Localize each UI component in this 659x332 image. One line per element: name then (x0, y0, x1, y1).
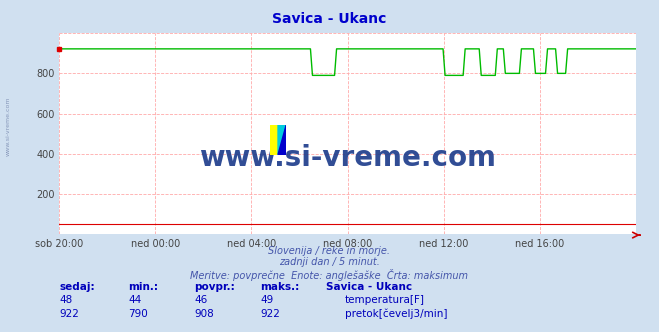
Text: 922: 922 (260, 309, 280, 319)
Text: www.si-vreme.com: www.si-vreme.com (5, 96, 11, 156)
Text: maks.:: maks.: (260, 282, 300, 292)
Text: 46: 46 (194, 295, 208, 305)
Text: sedaj:: sedaj: (59, 282, 95, 292)
Text: Slovenija / reke in morje.: Slovenija / reke in morje. (268, 246, 391, 256)
Text: Savica - Ukanc: Savica - Ukanc (326, 282, 413, 292)
Text: 49: 49 (260, 295, 273, 305)
Text: pretok[čevelj3/min]: pretok[čevelj3/min] (345, 309, 447, 319)
Text: Meritve: povprečne  Enote: anglešaške  Črta: maksimum: Meritve: povprečne Enote: anglešaške Črt… (190, 269, 469, 281)
Text: povpr.:: povpr.: (194, 282, 235, 292)
Text: temperatura[F]: temperatura[F] (345, 295, 424, 305)
Text: Savica - Ukanc: Savica - Ukanc (272, 12, 387, 26)
Text: min.:: min.: (129, 282, 159, 292)
Text: www.si-vreme.com: www.si-vreme.com (199, 144, 496, 172)
Text: 44: 44 (129, 295, 142, 305)
Polygon shape (278, 125, 286, 155)
Polygon shape (278, 125, 286, 155)
Text: zadnji dan / 5 minut.: zadnji dan / 5 minut. (279, 257, 380, 267)
Text: 922: 922 (59, 309, 79, 319)
Text: 48: 48 (59, 295, 72, 305)
Text: 908: 908 (194, 309, 214, 319)
Text: 790: 790 (129, 309, 148, 319)
Bar (270, 125, 278, 155)
